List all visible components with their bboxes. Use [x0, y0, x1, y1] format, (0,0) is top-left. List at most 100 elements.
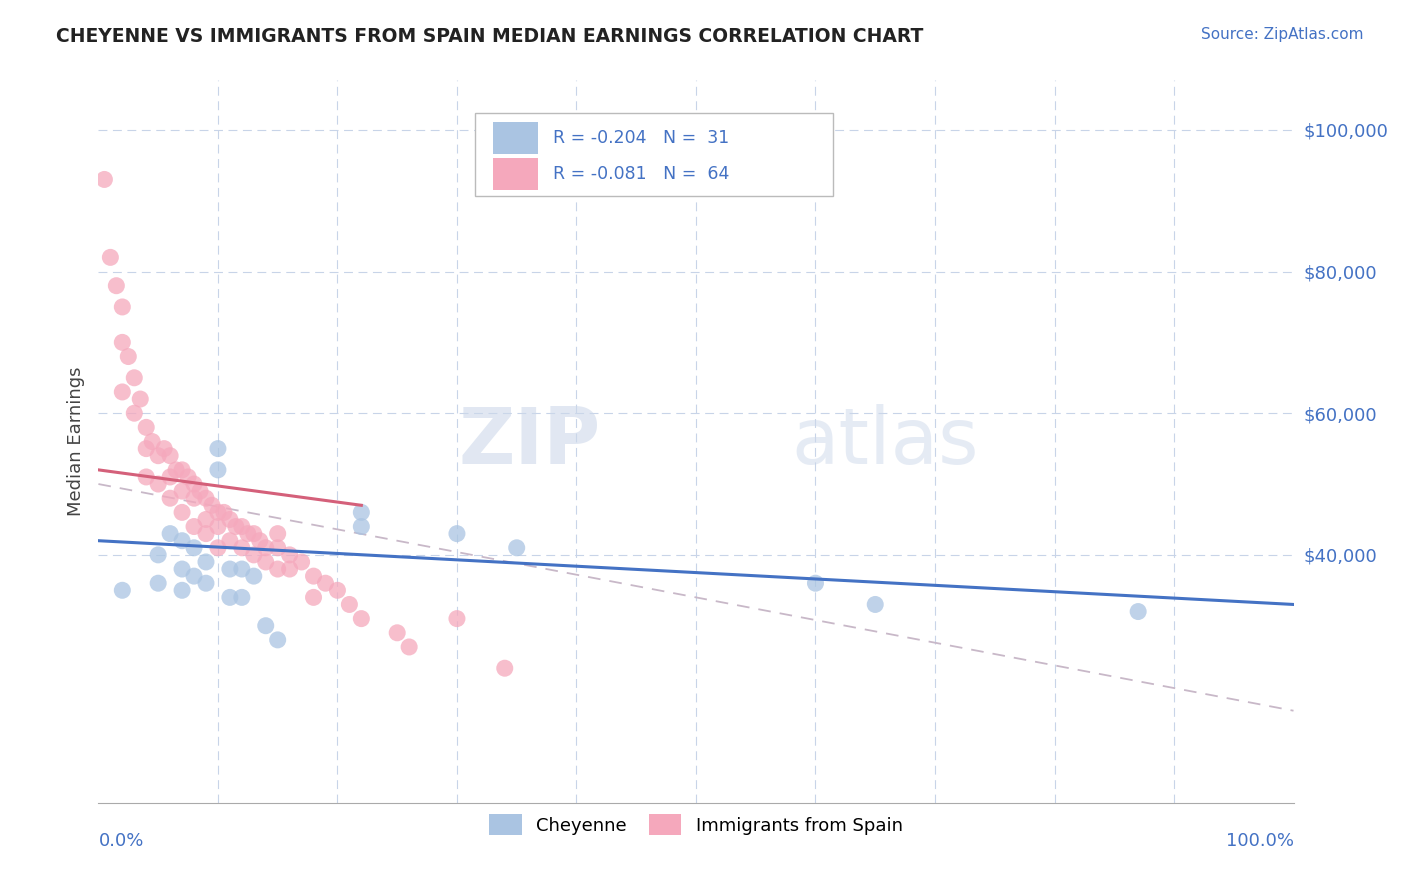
Point — [195, 491, 218, 506]
Point — [446, 526, 468, 541]
Point — [278, 548, 301, 562]
Point — [212, 505, 235, 519]
Point — [291, 555, 314, 569]
Point — [195, 576, 218, 591]
Point — [183, 519, 205, 533]
Point — [141, 434, 163, 449]
Point — [302, 591, 325, 605]
Point — [302, 569, 325, 583]
Point — [243, 569, 266, 583]
Point — [177, 470, 200, 484]
Point — [172, 505, 194, 519]
Point — [350, 505, 373, 519]
Point — [350, 612, 373, 626]
Point — [231, 541, 253, 555]
Point — [267, 562, 290, 576]
Point — [183, 477, 205, 491]
Point — [249, 533, 271, 548]
Point — [243, 526, 266, 541]
Point — [105, 278, 128, 293]
Point — [207, 442, 229, 456]
Point — [398, 640, 420, 654]
Point — [135, 470, 157, 484]
Point — [148, 576, 170, 591]
Point — [153, 442, 176, 456]
Point — [207, 541, 229, 555]
Point — [195, 526, 218, 541]
Point — [183, 491, 205, 506]
Point — [267, 541, 290, 555]
Point — [98, 251, 122, 265]
Point — [350, 519, 373, 533]
Point — [207, 463, 229, 477]
Point — [172, 583, 194, 598]
Point — [267, 632, 290, 647]
Text: CHEYENNE VS IMMIGRANTS FROM SPAIN MEDIAN EARNINGS CORRELATION CHART: CHEYENNE VS IMMIGRANTS FROM SPAIN MEDIAN… — [56, 27, 924, 45]
Point — [111, 583, 134, 598]
Point — [111, 384, 134, 399]
Point — [225, 519, 247, 533]
Point — [111, 300, 134, 314]
Y-axis label: Median Earnings: Median Earnings — [66, 367, 84, 516]
Point — [326, 583, 349, 598]
Point — [195, 555, 218, 569]
FancyBboxPatch shape — [494, 158, 538, 191]
Point — [159, 491, 181, 506]
Point — [129, 392, 152, 406]
Point — [267, 526, 290, 541]
Text: R = -0.204   N =  31: R = -0.204 N = 31 — [553, 129, 728, 147]
Point — [219, 533, 242, 548]
Point — [446, 612, 468, 626]
Point — [254, 541, 277, 555]
Point — [93, 172, 115, 186]
Text: 0.0%: 0.0% — [98, 831, 143, 850]
Point — [865, 598, 887, 612]
Point — [339, 598, 361, 612]
Text: Source: ZipAtlas.com: Source: ZipAtlas.com — [1201, 27, 1364, 42]
Point — [385, 625, 409, 640]
Point — [172, 463, 194, 477]
Point — [148, 477, 170, 491]
Point — [207, 519, 229, 533]
Point — [117, 350, 139, 364]
Point — [183, 569, 205, 583]
Point — [195, 512, 218, 526]
Point — [1128, 605, 1150, 619]
Point — [124, 371, 146, 385]
Point — [159, 470, 181, 484]
Legend: Cheyenne, Immigrants from Spain: Cheyenne, Immigrants from Spain — [481, 805, 911, 845]
Point — [236, 526, 259, 541]
Point — [172, 484, 194, 499]
Point — [494, 661, 516, 675]
Point — [278, 562, 301, 576]
Point — [231, 562, 253, 576]
Point — [231, 519, 253, 533]
Point — [231, 591, 253, 605]
Point — [148, 548, 170, 562]
Point — [804, 576, 827, 591]
Point — [148, 449, 170, 463]
Point — [135, 420, 157, 434]
Point — [124, 406, 146, 420]
Point — [135, 442, 157, 456]
Point — [219, 562, 242, 576]
Point — [165, 463, 187, 477]
Text: atlas: atlas — [792, 403, 979, 480]
Point — [172, 562, 194, 576]
Text: 100.0%: 100.0% — [1226, 831, 1294, 850]
Text: R = -0.081   N =  64: R = -0.081 N = 64 — [553, 165, 728, 183]
FancyBboxPatch shape — [475, 112, 834, 196]
Point — [159, 449, 181, 463]
Text: ZIP: ZIP — [458, 403, 600, 480]
Point — [201, 498, 224, 512]
Point — [219, 591, 242, 605]
Point — [219, 512, 242, 526]
Point — [254, 618, 277, 632]
Point — [172, 533, 194, 548]
Point — [254, 555, 277, 569]
Point — [207, 505, 229, 519]
Point — [183, 541, 205, 555]
Point — [111, 335, 134, 350]
Point — [506, 541, 529, 555]
Point — [243, 548, 266, 562]
